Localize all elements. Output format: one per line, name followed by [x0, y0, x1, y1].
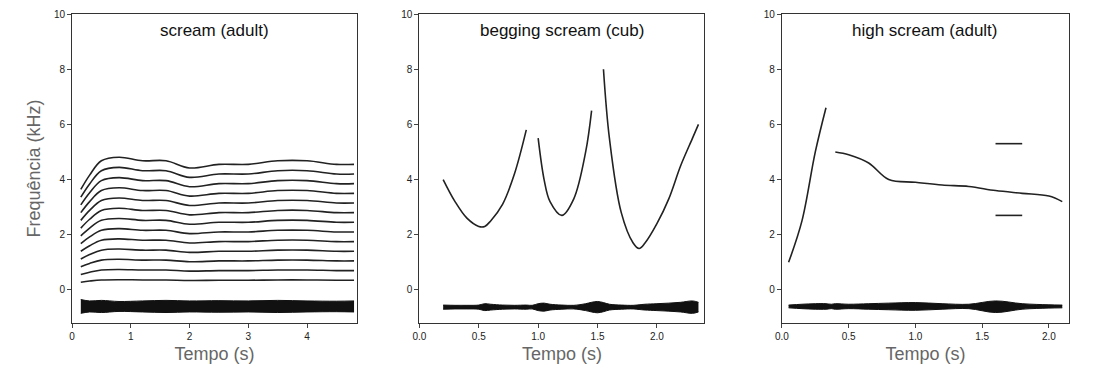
svg-text:6: 6: [407, 119, 413, 130]
svg-text:2: 2: [769, 229, 775, 240]
svg-text:0.0: 0.0: [775, 331, 789, 342]
svg-text:Frequência (kHz): Frequência (kHz): [24, 99, 44, 237]
svg-text:1.0: 1.0: [908, 331, 922, 342]
svg-text:0.0: 0.0: [412, 331, 426, 342]
svg-text:8: 8: [59, 64, 65, 75]
svg-text:high scream (adult): high scream (adult): [852, 21, 998, 40]
svg-text:0: 0: [407, 284, 413, 295]
svg-text:Tempo (s): Tempo (s): [174, 344, 254, 364]
svg-text:0: 0: [59, 284, 65, 295]
svg-text:4: 4: [304, 331, 310, 342]
svg-text:0: 0: [769, 284, 775, 295]
svg-text:0.5: 0.5: [472, 331, 486, 342]
svg-text:Tempo (s): Tempo (s): [885, 344, 965, 364]
svg-text:4: 4: [769, 174, 775, 185]
svg-text:2: 2: [187, 331, 193, 342]
svg-text:0: 0: [69, 331, 75, 342]
svg-text:4: 4: [59, 174, 65, 185]
svg-text:10: 10: [54, 9, 66, 20]
svg-text:2.0: 2.0: [650, 331, 664, 342]
svg-text:Tempo (s): Tempo (s): [522, 344, 602, 364]
svg-text:4: 4: [407, 174, 413, 185]
svg-text:8: 8: [769, 64, 775, 75]
svg-text:2: 2: [407, 229, 413, 240]
svg-text:begging scream (cub): begging scream (cub): [480, 21, 644, 40]
svg-text:8: 8: [407, 64, 413, 75]
svg-text:1: 1: [128, 331, 134, 342]
svg-text:0.5: 0.5: [842, 331, 856, 342]
svg-text:1.0: 1.0: [531, 331, 545, 342]
svg-text:1.5: 1.5: [591, 331, 605, 342]
svg-text:3: 3: [245, 331, 251, 342]
svg-text:2.0: 2.0: [1042, 331, 1056, 342]
svg-text:scream (adult): scream (adult): [160, 21, 269, 40]
svg-text:10: 10: [764, 9, 776, 20]
svg-text:1.5: 1.5: [975, 331, 989, 342]
svg-text:6: 6: [769, 119, 775, 130]
svg-text:10: 10: [401, 9, 413, 20]
svg-text:6: 6: [59, 119, 65, 130]
svg-text:2: 2: [59, 229, 65, 240]
